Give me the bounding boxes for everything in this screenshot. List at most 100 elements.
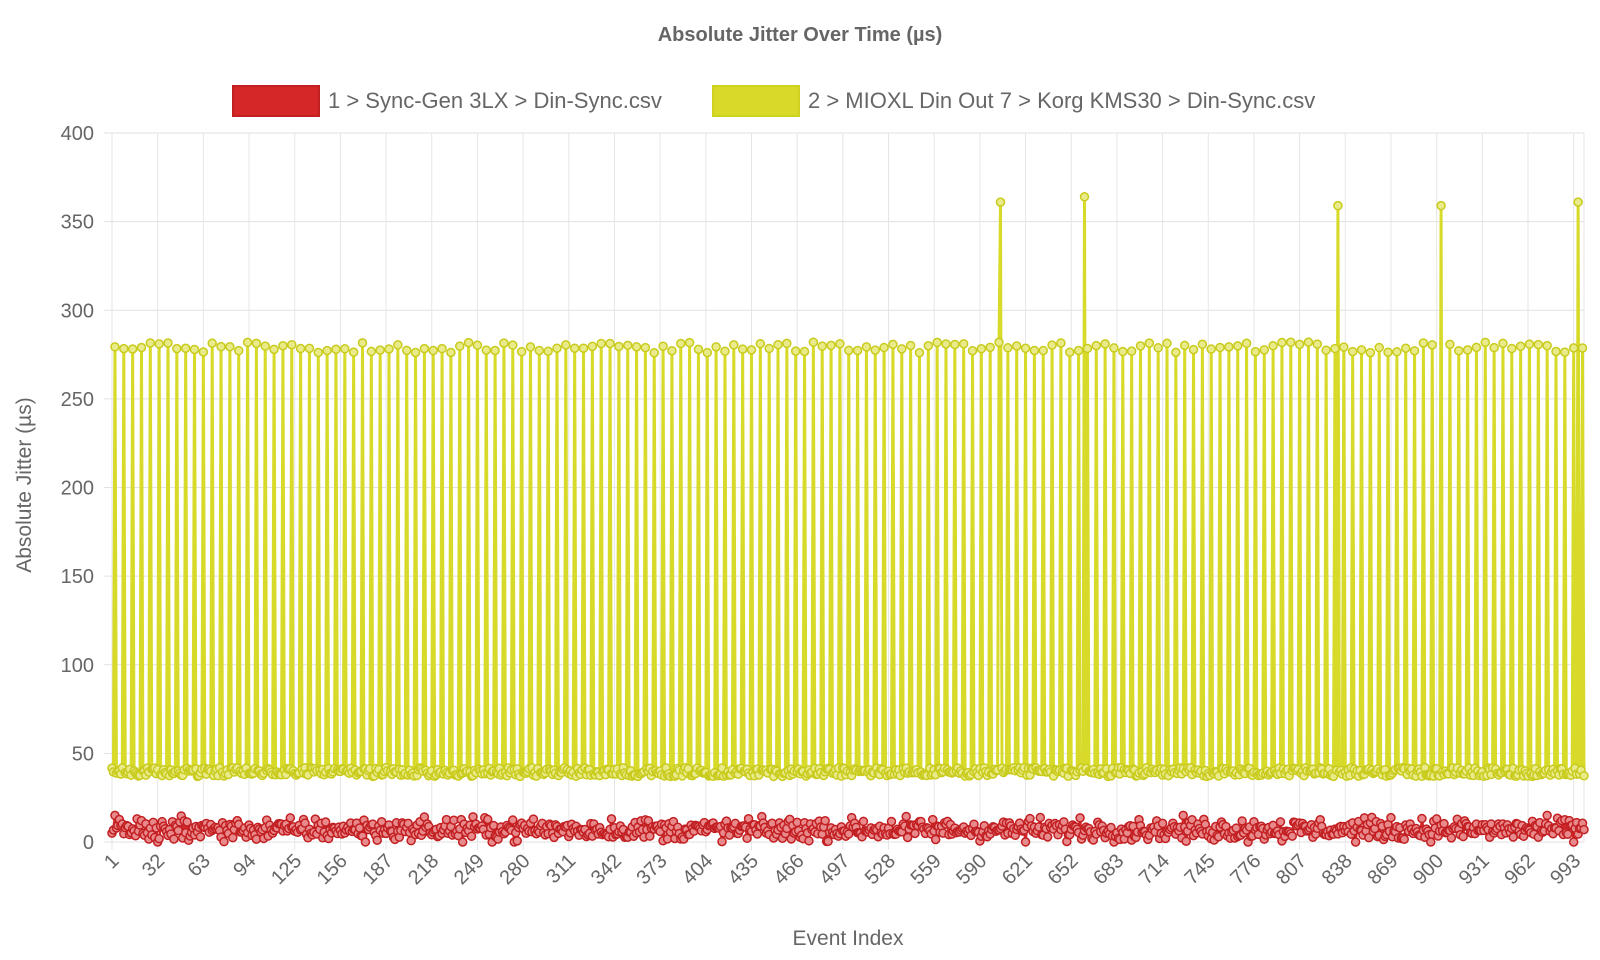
series-2-point xyxy=(605,338,615,349)
x-tick-label: 621 xyxy=(998,850,1037,889)
series-1-point xyxy=(1426,837,1436,847)
legend-item-series-1[interactable]: 1 > Sync-Gen 3LX > Din-Sync.csv xyxy=(232,85,662,117)
series-2-point xyxy=(843,345,854,356)
series-2-point xyxy=(1011,341,1022,351)
series-2-point xyxy=(711,342,721,352)
series-2-point xyxy=(702,347,713,358)
series-1-point xyxy=(1181,836,1191,846)
series-1-point xyxy=(1399,834,1409,845)
series-2-point xyxy=(446,347,456,358)
series-2-point xyxy=(737,344,748,354)
series-1-point xyxy=(901,811,911,822)
series-1-point xyxy=(228,832,238,843)
series-2-point xyxy=(897,344,907,354)
legend-label-series-1: 1 > Sync-Gen 3LX > Din-Sync.csv xyxy=(328,88,662,113)
series-2-point xyxy=(1188,344,1199,355)
series-2-point xyxy=(1533,339,1544,350)
series-2-point xyxy=(454,341,465,351)
x-tick-label: 807 xyxy=(1272,850,1311,889)
series-2-point xyxy=(384,344,394,354)
series-2-point xyxy=(870,345,881,355)
x-tick-label: 714 xyxy=(1135,850,1174,889)
x-tick-label: 187 xyxy=(358,850,397,889)
x-tick-label: 94 xyxy=(229,850,260,881)
x-tick-label: 280 xyxy=(495,850,534,889)
series-1-point xyxy=(1106,822,1116,833)
series-1-point xyxy=(285,813,296,823)
series-2-point xyxy=(640,342,651,353)
series-2-point xyxy=(1515,341,1526,352)
series-1-point xyxy=(528,814,539,824)
series-2-point xyxy=(357,338,368,348)
series-2-point xyxy=(516,346,527,357)
series-2-point xyxy=(1418,338,1429,348)
series-2-point xyxy=(667,345,677,356)
series-2-point xyxy=(676,338,686,349)
series-2-point xyxy=(1409,346,1420,356)
series-2-point xyxy=(808,337,819,347)
series-2-point xyxy=(569,343,580,353)
series-1-point xyxy=(1542,810,1552,821)
series-2-point xyxy=(1250,347,1261,357)
x-axis-ticks: 1 32 63 94 125 156 187 218 249 280 311 342 373 404 435… xyxy=(100,850,1585,889)
legend-item-series-2[interactable]: 2 > MIOXL Din Out 7 > Korg KMS30 > Din-S… xyxy=(712,85,1315,117)
series-2-point xyxy=(242,337,253,348)
series-2-point xyxy=(110,342,120,352)
series-1-point xyxy=(512,836,522,846)
series-2-point xyxy=(508,340,518,350)
x-tick-label: 745 xyxy=(1181,850,1220,889)
series-1-point xyxy=(1431,814,1442,824)
series-2-point xyxy=(905,340,916,351)
series-2-point xyxy=(861,342,872,352)
series-2-point xyxy=(154,339,164,349)
x-tick-label: 931 xyxy=(1455,850,1494,889)
x-tick-label: 311 xyxy=(542,850,580,888)
series-2-point xyxy=(720,346,730,356)
x-tick-label: 125 xyxy=(267,850,306,889)
series-1-point xyxy=(1439,818,1449,829)
series-2-point xyxy=(835,339,845,349)
series-1-point xyxy=(508,815,518,825)
series-2-point xyxy=(985,342,995,353)
series-1-point xyxy=(1458,831,1468,842)
series-2-point xyxy=(348,347,359,357)
x-tick-label: 683 xyxy=(1089,850,1128,889)
x-tick-label: 869 xyxy=(1363,850,1402,889)
series-2-point xyxy=(1321,345,1331,355)
series-2-point xyxy=(649,348,659,358)
series-2-point xyxy=(1171,347,1181,358)
series-2-point xyxy=(587,341,598,352)
series-2-point xyxy=(1232,341,1243,351)
series-2-point xyxy=(1330,343,1340,354)
series-2-point xyxy=(799,346,810,357)
series-1-point xyxy=(1386,812,1396,823)
series-1-point xyxy=(360,837,371,847)
series-2-point xyxy=(543,346,553,357)
series-2-point xyxy=(1079,192,1090,202)
legend-swatch-series-1 xyxy=(232,85,320,117)
series-2-point xyxy=(693,344,704,355)
series-2-point xyxy=(614,341,624,352)
series-2-point xyxy=(552,343,562,353)
series-2-point xyxy=(136,342,147,353)
series-2-point xyxy=(1162,338,1172,349)
series-2-point xyxy=(1454,345,1464,356)
y-tick-label: 400 xyxy=(61,123,94,145)
series-1-point xyxy=(927,814,938,825)
series-2-point xyxy=(888,339,898,350)
series-2-point xyxy=(366,346,377,357)
y-tick-label: 200 xyxy=(61,478,94,500)
y-tick-label: 0 xyxy=(83,832,94,854)
y-tick-label: 100 xyxy=(61,655,94,677)
series-2-point xyxy=(1206,344,1216,354)
series-1-point xyxy=(466,831,477,841)
y-tick-label: 350 xyxy=(61,212,94,234)
series-2-point xyxy=(1365,347,1376,358)
series-1-point xyxy=(742,833,752,844)
x-tick-label: 156 xyxy=(313,850,352,889)
series-2-point xyxy=(914,347,925,358)
x-tick-label: 652 xyxy=(1044,850,1083,889)
series-2-point xyxy=(1020,343,1031,354)
series-1-point xyxy=(1178,810,1188,821)
